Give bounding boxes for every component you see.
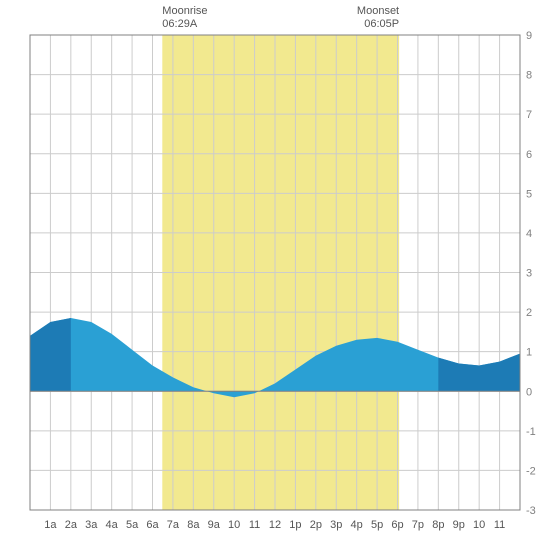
x-tick-label: 10	[473, 519, 485, 531]
x-tick-label: 3p	[330, 519, 342, 531]
y-tick-label: -1	[526, 426, 536, 438]
x-tick-label: 3a	[85, 519, 98, 531]
x-tick-label: 2a	[65, 519, 78, 531]
moonset-title: Moonset	[357, 5, 399, 17]
x-tick-label: 1a	[44, 519, 57, 531]
x-tick-label: 7p	[412, 519, 424, 531]
x-tick-label: 4p	[351, 519, 363, 531]
y-tick-label: -2	[526, 465, 536, 477]
x-tick-label: 8a	[187, 519, 200, 531]
x-tick-label: 4a	[106, 519, 119, 531]
y-tick-label: 1	[526, 347, 532, 359]
x-tick-label: 6a	[146, 519, 159, 531]
y-tick-label: 3	[526, 268, 532, 280]
y-tick-label: 7	[526, 109, 532, 121]
y-tick-label: 8	[526, 70, 532, 82]
moonrise-time: 06:29A	[162, 18, 198, 30]
moonset-time: 06:05P	[364, 18, 399, 30]
x-tick-label: 10	[228, 519, 240, 531]
y-tick-label: 2	[526, 307, 532, 319]
y-tick-label: 0	[526, 386, 532, 398]
x-tick-label: 6p	[391, 519, 403, 531]
moonrise-title: Moonrise	[162, 5, 207, 17]
x-tick-label: 8p	[432, 519, 444, 531]
x-tick-label: 7a	[167, 519, 180, 531]
y-tick-label: -3	[526, 505, 536, 517]
x-tick-label: 9p	[453, 519, 465, 531]
x-tick-label: 9a	[208, 519, 221, 531]
x-tick-label: 11	[494, 519, 505, 531]
x-tick-label: 1p	[289, 519, 301, 531]
x-tick-label: 5p	[371, 519, 383, 531]
y-tick-label: 5	[526, 188, 532, 200]
x-tick-label: 5a	[126, 519, 139, 531]
x-tick-label: 12	[269, 519, 281, 531]
y-tick-label: 4	[526, 228, 532, 240]
y-tick-label: 6	[526, 149, 532, 161]
x-tick-label: 11	[249, 519, 260, 531]
y-tick-label: 9	[526, 30, 532, 42]
x-tick-label: 2p	[310, 519, 322, 531]
